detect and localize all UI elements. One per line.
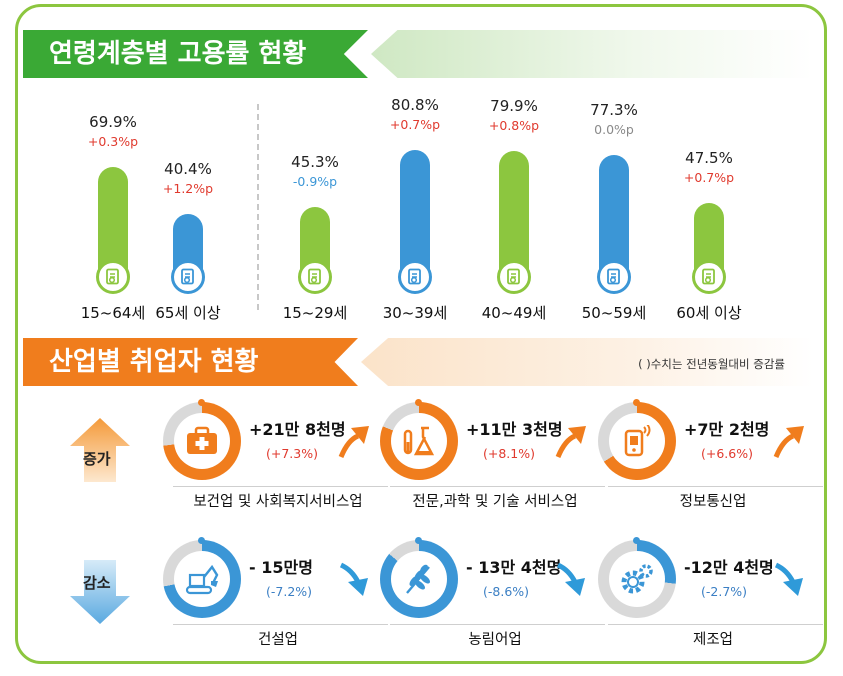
bar-value-label: 47.5% [685, 149, 733, 167]
industry-name: 정보통신업 [679, 494, 747, 510]
share-ring [163, 537, 241, 618]
ring-marker [198, 537, 205, 544]
section2-note: ( )수치는 전년동월대비 증감률 [638, 357, 785, 371]
lab-flask-icon [391, 413, 447, 469]
underline [390, 486, 605, 487]
bar-change-label: +0.8%p [488, 118, 540, 134]
bar-change-label: +0.7%p [389, 116, 441, 132]
increase-label: 증가 [83, 450, 111, 468]
category-label: 65세 이상 [155, 304, 221, 322]
trend-up-icon [338, 424, 372, 464]
trend-up-icon [773, 424, 807, 464]
category-label: 30~39세 [382, 304, 448, 322]
decrease-arrow [70, 560, 130, 624]
bar-change-label: +1.2%p [162, 181, 214, 197]
group-divider [257, 104, 259, 310]
document-chart-icon [171, 260, 205, 294]
section1-banner: 연령계층별 고용률 현황 [23, 30, 813, 78]
industry-percent: (-2.7%) [701, 584, 748, 599]
gears-icon [609, 551, 665, 607]
industry-name: 보건업 및 사회복지서비스업 [193, 494, 363, 510]
industry-percent: (-8.6%) [483, 584, 530, 599]
share-ring [380, 399, 458, 480]
document-chart-icon [398, 260, 432, 294]
underline [173, 624, 388, 625]
bar-change-label: +0.7%p [683, 170, 735, 185]
category-label: 50~59세 [581, 304, 647, 322]
section1-title: 연령계층별 고용률 현황 [23, 30, 368, 78]
section1-banner-tail [371, 30, 813, 78]
ring-marker [415, 537, 422, 544]
section2-banner-tail: ( )수치는 전년동월대비 증감률 [361, 338, 813, 386]
industry-name: 건설업 [257, 632, 299, 648]
bar-change-label: 0.0%p [594, 122, 634, 138]
ring-marker [415, 399, 422, 406]
document-chart-icon [298, 260, 332, 294]
underline [173, 486, 388, 487]
industry-name: 전문,과학 및 기술 서비스업 [412, 494, 578, 510]
wheat-icon [391, 551, 447, 607]
trend-down-icon [555, 562, 589, 602]
industry-percent: (+7.3%) [266, 446, 318, 461]
document-chart-icon [96, 260, 130, 294]
decrease-label: 감소 [83, 574, 111, 592]
document-chart-icon [497, 260, 531, 294]
share-ring [598, 537, 676, 618]
industry-change: +21만 8천명 [249, 420, 346, 439]
category-label: 15~64세 [80, 304, 146, 322]
industry-percent: (+8.1%) [483, 446, 535, 461]
share-ring [380, 537, 458, 618]
trend-up-icon [555, 424, 589, 464]
phone-signal-icon [609, 413, 665, 469]
underline [608, 624, 823, 625]
bar-change-label: +0.3%p [87, 134, 139, 150]
bar-value-label: 40.4% [164, 160, 212, 179]
trend-down-icon [773, 562, 807, 602]
category-label: 15~29세 [282, 304, 348, 322]
category-label: 40~49세 [481, 304, 547, 322]
industry-change: +11만 3천명 [466, 420, 563, 439]
bar-value-label: 45.3% [291, 152, 339, 171]
bar-value-label: 69.9% [89, 113, 137, 132]
document-chart-icon [597, 260, 631, 294]
share-ring [163, 399, 241, 480]
bar-change-label: -0.9%p [292, 173, 338, 189]
ring-marker [198, 399, 205, 406]
industry-percent: (-7.2%) [266, 584, 313, 599]
industry-change: - 13만 4천명 [466, 558, 562, 577]
underline [390, 624, 605, 625]
bar-value-label: 77.3% [590, 101, 638, 120]
underline [608, 486, 823, 487]
industry-percent: (+6.6%) [701, 446, 753, 461]
increase-arrow [70, 418, 130, 482]
share-ring [598, 399, 676, 480]
ring-marker [633, 399, 640, 406]
industry-change: +7만 2천명 [684, 420, 770, 439]
category-label: 60세 이상 [676, 304, 742, 322]
ring-marker [633, 537, 640, 544]
section2-banner: 산업별 취업자 현황 ( )수치는 전년동월대비 증감률 [23, 338, 813, 386]
industry-name: 농림어업 [468, 632, 522, 648]
bar-value-label: 80.8% [391, 95, 439, 114]
industry-change: - 15만명 [249, 558, 313, 577]
industry-change: -12만 4천명 [684, 558, 774, 577]
excavator-icon [174, 551, 230, 607]
document-chart-icon [692, 260, 726, 294]
medical-kit-icon [174, 413, 230, 469]
trend-down-icon [338, 562, 372, 602]
bar-value-label: 79.9% [490, 97, 538, 116]
section2-title: 산업별 취업자 현황 [23, 338, 358, 386]
industry-name: 제조업 [692, 632, 734, 648]
